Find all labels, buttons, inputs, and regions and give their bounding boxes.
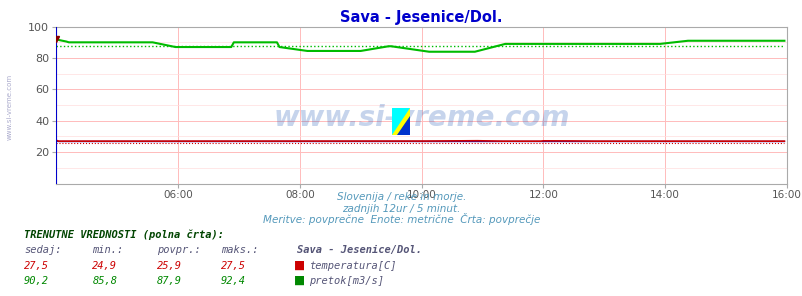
Text: Slovenija / reke in morje.: Slovenija / reke in morje. <box>336 192 466 202</box>
Text: zadnjih 12ur / 5 minut.: zadnjih 12ur / 5 minut. <box>342 204 460 214</box>
Text: povpr.:: povpr.: <box>156 245 200 255</box>
Text: temperatura[C]: temperatura[C] <box>309 261 396 271</box>
Text: ■: ■ <box>294 259 305 272</box>
Text: Meritve: povprečne  Enote: metrične  Črta: povprečje: Meritve: povprečne Enote: metrične Črta:… <box>262 213 540 226</box>
Text: pretok[m3/s]: pretok[m3/s] <box>309 276 383 286</box>
Text: 25,9: 25,9 <box>156 261 181 271</box>
Text: 90,2: 90,2 <box>24 276 49 286</box>
Text: www.si-vreme.com: www.si-vreme.com <box>273 104 569 132</box>
Title: Sava - Jesenice/Dol.: Sava - Jesenice/Dol. <box>340 10 502 25</box>
Text: 92,4: 92,4 <box>221 276 245 286</box>
Polygon shape <box>391 108 409 135</box>
Polygon shape <box>397 116 409 135</box>
Text: 24,9: 24,9 <box>92 261 117 271</box>
Text: sedaj:: sedaj: <box>24 245 62 255</box>
Text: 27,5: 27,5 <box>221 261 245 271</box>
Text: Sava - Jesenice/Dol.: Sava - Jesenice/Dol. <box>297 245 422 255</box>
Polygon shape <box>391 108 409 135</box>
Text: TRENUTNE VREDNOSTI (polna črta):: TRENUTNE VREDNOSTI (polna črta): <box>24 230 224 240</box>
Text: min.:: min.: <box>92 245 124 255</box>
Text: www.si-vreme.com: www.si-vreme.com <box>6 73 13 140</box>
Text: ■: ■ <box>294 274 305 287</box>
Text: 27,5: 27,5 <box>24 261 49 271</box>
Text: maks.:: maks.: <box>221 245 258 255</box>
Text: 85,8: 85,8 <box>92 276 117 286</box>
Text: 87,9: 87,9 <box>156 276 181 286</box>
